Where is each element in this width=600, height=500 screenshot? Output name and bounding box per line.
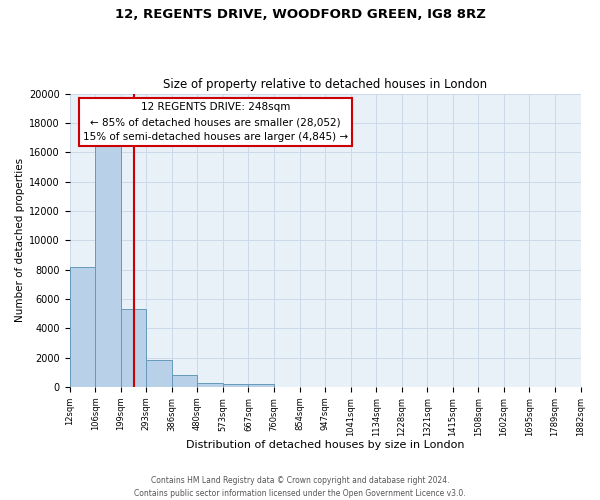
Text: 12 REGENTS DRIVE: 248sqm
← 85% of detached houses are smaller (28,052)
15% of se: 12 REGENTS DRIVE: 248sqm ← 85% of detach…	[83, 102, 348, 142]
X-axis label: Distribution of detached houses by size in London: Distribution of detached houses by size …	[186, 440, 464, 450]
Text: Contains HM Land Registry data © Crown copyright and database right 2024.
Contai: Contains HM Land Registry data © Crown c…	[134, 476, 466, 498]
Bar	[121, 309, 146, 387]
Bar	[248, 384, 274, 387]
Bar	[70, 268, 95, 387]
Bar	[95, 144, 121, 387]
Title: Size of property relative to detached houses in London: Size of property relative to detached ho…	[163, 78, 487, 91]
Bar	[197, 382, 223, 387]
Text: 12, REGENTS DRIVE, WOODFORD GREEN, IG8 8RZ: 12, REGENTS DRIVE, WOODFORD GREEN, IG8 8…	[115, 8, 485, 20]
Bar	[172, 375, 197, 387]
Y-axis label: Number of detached properties: Number of detached properties	[15, 158, 25, 322]
Bar	[223, 384, 248, 387]
Bar	[146, 360, 172, 387]
